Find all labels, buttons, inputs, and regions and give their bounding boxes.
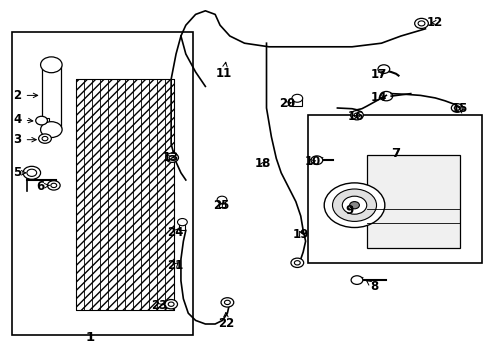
Circle shape <box>165 153 178 162</box>
Circle shape <box>350 276 362 284</box>
Text: 12: 12 <box>426 16 443 29</box>
Circle shape <box>324 183 384 228</box>
Circle shape <box>41 57 62 73</box>
Text: 16: 16 <box>347 110 364 123</box>
Circle shape <box>27 169 37 176</box>
Text: 21: 21 <box>166 259 183 272</box>
Circle shape <box>164 300 177 309</box>
Circle shape <box>450 104 462 112</box>
Circle shape <box>417 21 424 26</box>
Circle shape <box>349 202 359 209</box>
Circle shape <box>342 196 366 214</box>
Text: 13: 13 <box>163 151 179 164</box>
Bar <box>37 118 49 123</box>
Text: 11: 11 <box>215 62 232 80</box>
Circle shape <box>224 300 230 305</box>
Text: 14: 14 <box>370 91 386 104</box>
Circle shape <box>168 302 174 306</box>
Text: 17: 17 <box>370 68 386 81</box>
Text: 20: 20 <box>279 97 295 110</box>
Bar <box>41 65 61 130</box>
Circle shape <box>379 91 392 101</box>
Bar <box>219 200 224 207</box>
Bar <box>307 115 481 263</box>
Circle shape <box>47 181 60 190</box>
Circle shape <box>217 196 226 203</box>
Text: 8: 8 <box>366 280 377 293</box>
Text: 18: 18 <box>254 157 271 170</box>
Text: 22: 22 <box>217 312 234 330</box>
Text: 19: 19 <box>292 228 309 241</box>
Circle shape <box>51 183 57 188</box>
Circle shape <box>290 258 303 267</box>
Circle shape <box>294 261 300 265</box>
Bar <box>292 98 302 106</box>
Circle shape <box>414 18 427 28</box>
Text: 23: 23 <box>150 299 167 312</box>
Bar <box>12 32 193 335</box>
Circle shape <box>353 113 359 117</box>
Text: 1: 1 <box>86 331 95 344</box>
Text: 15: 15 <box>450 102 467 115</box>
Circle shape <box>177 219 187 226</box>
Text: 2: 2 <box>14 89 38 102</box>
Bar <box>76 79 173 310</box>
Text: 25: 25 <box>212 199 229 212</box>
Text: 5: 5 <box>14 166 26 179</box>
Text: 9: 9 <box>345 204 353 217</box>
Circle shape <box>310 156 322 165</box>
Circle shape <box>221 298 233 307</box>
Text: 4: 4 <box>14 113 33 126</box>
Circle shape <box>23 166 41 179</box>
Circle shape <box>291 94 302 102</box>
Bar <box>366 155 459 248</box>
Circle shape <box>332 189 376 221</box>
Text: 6: 6 <box>36 180 50 193</box>
Circle shape <box>350 111 363 120</box>
Circle shape <box>36 116 47 125</box>
Circle shape <box>41 122 62 138</box>
Circle shape <box>453 106 459 110</box>
Circle shape <box>377 65 389 73</box>
Circle shape <box>169 156 175 160</box>
Bar <box>179 222 185 230</box>
Circle shape <box>39 134 51 143</box>
Text: 3: 3 <box>14 133 36 146</box>
Text: 10: 10 <box>304 155 321 168</box>
Text: 7: 7 <box>391 147 400 159</box>
Circle shape <box>42 136 48 141</box>
Text: 24: 24 <box>166 226 183 239</box>
Bar <box>76 79 173 310</box>
